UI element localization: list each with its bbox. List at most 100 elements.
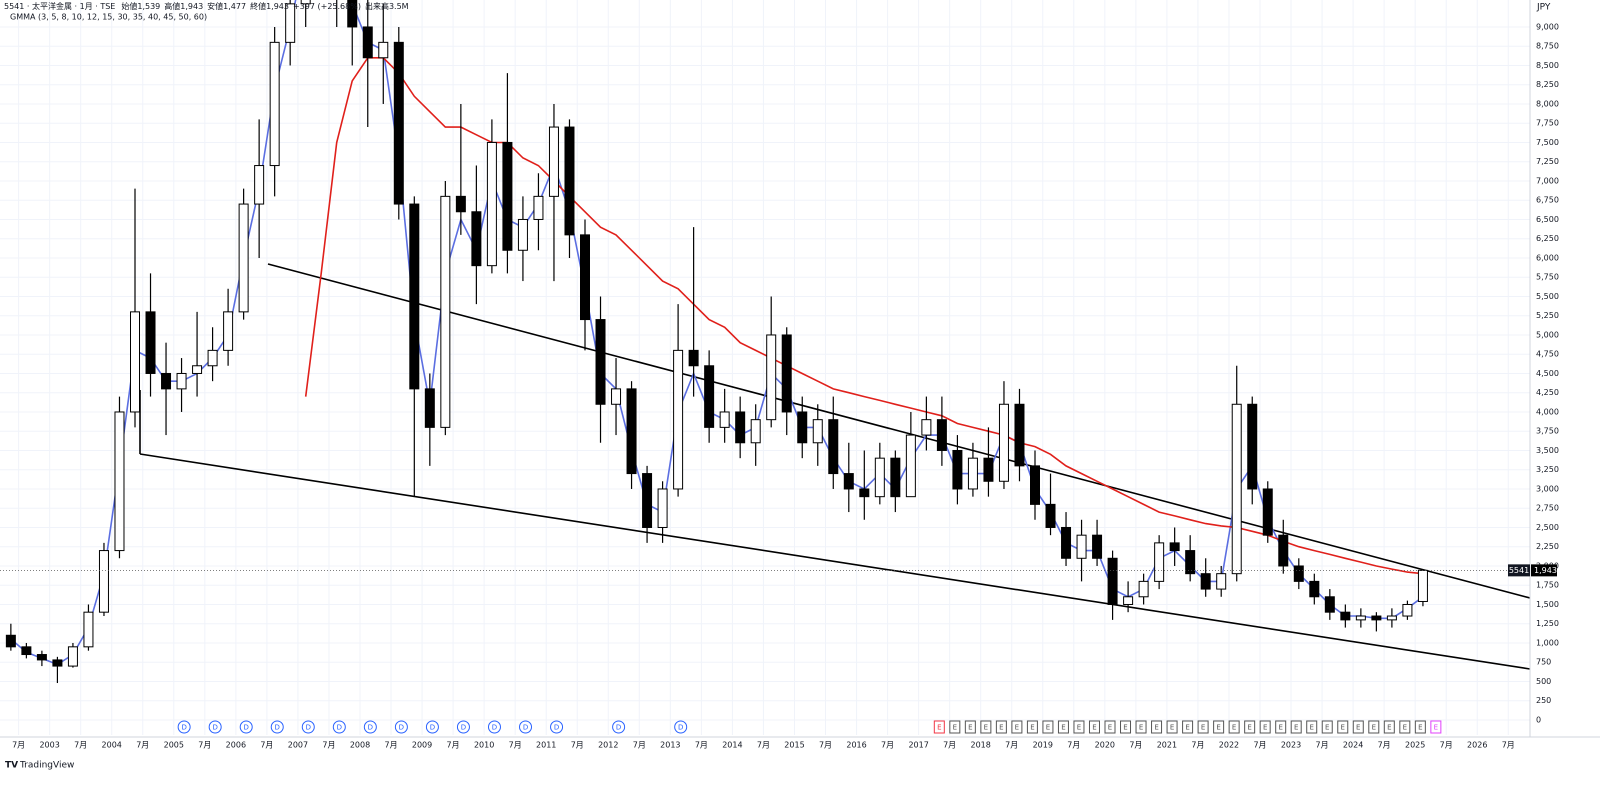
candle-body: [300, 0, 311, 5]
candle-body: [642, 473, 653, 528]
dividend-label: D: [399, 724, 404, 732]
x-tick-label: 2026: [1467, 741, 1487, 750]
candle-body: [517, 218, 528, 251]
dividend-label: D: [275, 724, 280, 732]
candle-body: [1154, 542, 1165, 582]
candle-body: [409, 203, 420, 390]
y-tick-label: 8,500: [1536, 61, 1559, 70]
candle-body: [378, 41, 389, 59]
candle-body: [843, 473, 854, 490]
earnings-label: E: [1170, 724, 1174, 732]
y-tick-label: 4,750: [1536, 350, 1559, 359]
dividend-label: D: [337, 724, 342, 732]
x-tick-label: 7月: [1440, 741, 1453, 750]
earnings-marker: [1290, 720, 1302, 734]
earnings-marker: [1042, 720, 1054, 734]
dividend-marker: [550, 720, 564, 734]
candle-body: [1417, 569, 1428, 602]
candle-body: [207, 349, 218, 367]
candle-body: [1293, 565, 1304, 582]
y-tick-label: 4,250: [1536, 388, 1559, 397]
x-tick-label: 2016: [846, 741, 866, 750]
candle-body: [905, 434, 916, 498]
dividend-label: D: [523, 724, 528, 732]
candle-body: [1138, 580, 1149, 598]
earnings-marker: [1151, 720, 1163, 734]
y-tick-label: 3,000: [1536, 484, 1559, 493]
y-tick-label: 5,750: [1536, 273, 1559, 282]
candle-body: [1231, 403, 1242, 575]
candle-body: [719, 411, 730, 428]
candle-body: [998, 403, 1009, 482]
x-tick-label: 7月: [633, 741, 646, 750]
x-tick-label: 2023: [1281, 741, 1301, 750]
x-tick-label: 2011: [536, 741, 556, 750]
earnings-label: E: [937, 724, 941, 732]
candle-body: [393, 41, 404, 205]
x-tick-label: 2012: [598, 741, 618, 750]
earnings-marker: [1011, 720, 1023, 734]
x-tick-label: 7月: [1316, 741, 1329, 750]
candle-body: [362, 26, 373, 59]
earnings-marker: [1321, 720, 1333, 734]
x-tick-label: 2010: [474, 741, 494, 750]
y-tick-label: 3,500: [1536, 446, 1559, 455]
dividend-marker: [425, 720, 439, 734]
candle-body: [1262, 488, 1273, 536]
x-tick-label: 7月: [1067, 741, 1080, 750]
earnings-marker: [1073, 720, 1085, 734]
x-tick-label: 7月: [1005, 741, 1018, 750]
y-tick-label: 750: [1536, 658, 1551, 667]
candle-body: [502, 141, 513, 251]
candle-body: [5, 634, 16, 648]
dividend-marker: [270, 720, 284, 734]
earnings-marker: [1259, 720, 1271, 734]
candle-body: [1278, 534, 1289, 567]
earnings-label: E: [1201, 724, 1205, 732]
earnings-marker: [1352, 720, 1364, 734]
price-tag-symbol-bg: [1508, 564, 1530, 577]
candle-body: [766, 334, 777, 421]
x-tick-label: 7月: [509, 741, 522, 750]
candle-body: [1340, 611, 1351, 621]
candle-body: [1355, 615, 1366, 621]
x-tick-label: 7月: [1378, 741, 1391, 750]
earnings-marker: [1057, 720, 1069, 734]
candle-body: [21, 646, 32, 656]
earnings-label: E: [1123, 724, 1127, 732]
candle-body: [471, 211, 482, 267]
candle-body: [859, 488, 870, 498]
candle-body: [1169, 542, 1180, 552]
earnings-label: E: [1263, 724, 1267, 732]
ohlc: 安値1,477: [207, 1, 246, 11]
candle-body: [83, 611, 94, 648]
earnings-label: E: [1030, 724, 1034, 732]
earnings-marker: [1244, 720, 1256, 734]
y-tick-label: 5,500: [1536, 292, 1559, 301]
candle-body: [1309, 580, 1320, 598]
y-tick-label: 8,250: [1536, 80, 1559, 89]
candle-body: [983, 457, 994, 482]
dividend-marker: [394, 720, 408, 734]
earnings-label: E: [1403, 724, 1407, 732]
candle-body: [161, 372, 172, 390]
price-tag-value: 1,943: [1534, 566, 1557, 575]
earnings-label: E: [1046, 724, 1050, 732]
dividend-marker: [301, 720, 315, 734]
earnings-marker: [1414, 720, 1426, 734]
candle-body: [781, 334, 792, 413]
price-tag-symbol: 5541: [1509, 566, 1529, 575]
trend-line: [139, 453, 1530, 670]
y-tick-label: 2,750: [1536, 504, 1559, 513]
candle-body: [1076, 534, 1087, 559]
candle-body: [176, 372, 187, 390]
price-tag-bg: [1531, 564, 1557, 577]
x-tick-label: 2009: [412, 741, 432, 750]
y-tick-label: 7,500: [1536, 138, 1559, 147]
brand-logo: TV: [5, 761, 18, 771]
dividend-marker: [363, 720, 377, 734]
candle-body: [424, 388, 435, 428]
plot-area: [0, 0, 1530, 684]
ohlc: 始値1,539: [121, 1, 160, 11]
